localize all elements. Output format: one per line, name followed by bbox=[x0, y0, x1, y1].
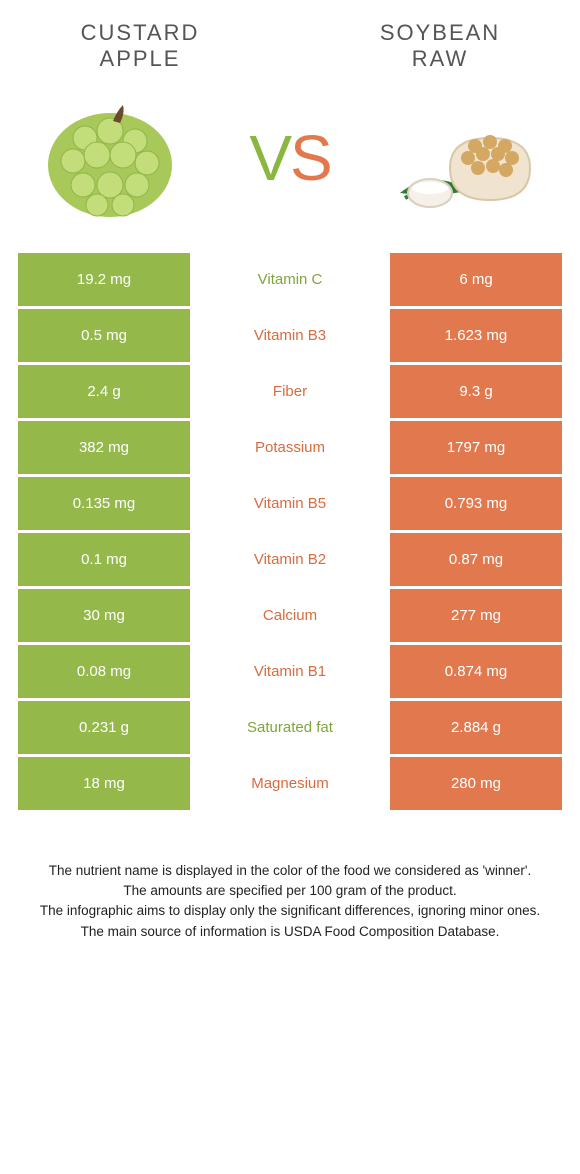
cell-right: 6 mg bbox=[390, 253, 562, 306]
cell-right: 1.623 mg bbox=[390, 309, 562, 362]
table-row: 0.1 mgVitamin B20.87 mg bbox=[18, 533, 562, 586]
table-row: 0.135 mgVitamin B50.793 mg bbox=[18, 477, 562, 530]
footer: The nutrient name is displayed in the co… bbox=[0, 813, 580, 962]
cell-left: 18 mg bbox=[18, 757, 190, 810]
comparison-table: 19.2 mgVitamin C6 mg0.5 mgVitamin B31.62… bbox=[18, 253, 562, 810]
cell-left: 0.231 g bbox=[18, 701, 190, 754]
table-row: 18 mgMagnesium280 mg bbox=[18, 757, 562, 810]
table-row: 0.08 mgVitamin B10.874 mg bbox=[18, 645, 562, 698]
cell-label: Vitamin B1 bbox=[190, 645, 390, 698]
cell-label: Potassium bbox=[190, 421, 390, 474]
table-row: 30 mgCalcium277 mg bbox=[18, 589, 562, 642]
vs-v: V bbox=[249, 122, 290, 194]
title-left-line1: CUSTARD bbox=[81, 20, 200, 45]
cell-right: 0.87 mg bbox=[390, 533, 562, 586]
cell-label: Magnesium bbox=[190, 757, 390, 810]
cell-label: Vitamin B3 bbox=[190, 309, 390, 362]
cell-left: 2.4 g bbox=[18, 365, 190, 418]
cell-label: Fiber bbox=[190, 365, 390, 418]
cell-right: 1797 mg bbox=[390, 421, 562, 474]
cell-left: 0.1 mg bbox=[18, 533, 190, 586]
cell-label: Vitamin C bbox=[190, 253, 390, 306]
cell-label: Saturated fat bbox=[190, 701, 390, 754]
cell-label: Vitamin B5 bbox=[190, 477, 390, 530]
cell-left: 0.5 mg bbox=[18, 309, 190, 362]
soybean-icon bbox=[390, 93, 550, 223]
cell-left: 30 mg bbox=[18, 589, 190, 642]
vs-s: S bbox=[290, 122, 331, 194]
footer-line2: The amounts are specified per 100 gram o… bbox=[30, 881, 550, 901]
table-row: 19.2 mgVitamin C6 mg bbox=[18, 253, 562, 306]
title-right: SOYBEAN RAW bbox=[340, 20, 540, 73]
footer-line4: The main source of information is USDA F… bbox=[30, 922, 550, 942]
table-row: 382 mgPotassium1797 mg bbox=[18, 421, 562, 474]
table-row: 0.231 gSaturated fat2.884 g bbox=[18, 701, 562, 754]
table-row: 2.4 gFiber9.3 g bbox=[18, 365, 562, 418]
cell-right: 9.3 g bbox=[390, 365, 562, 418]
cell-right: 0.793 mg bbox=[390, 477, 562, 530]
footer-line1: The nutrient name is displayed in the co… bbox=[30, 861, 550, 881]
cell-left: 19.2 mg bbox=[18, 253, 190, 306]
cell-left: 0.08 mg bbox=[18, 645, 190, 698]
cell-right: 0.874 mg bbox=[390, 645, 562, 698]
title-right-line1: SOYBEAN bbox=[380, 20, 500, 45]
cell-label: Calcium bbox=[190, 589, 390, 642]
header: CUSTARD APPLE SOYBEAN RAW bbox=[0, 0, 580, 83]
cell-label: Vitamin B2 bbox=[190, 533, 390, 586]
title-right-line2: RAW bbox=[412, 46, 469, 71]
cell-right: 277 mg bbox=[390, 589, 562, 642]
title-left-line2: APPLE bbox=[100, 46, 181, 71]
vs-label: VS bbox=[249, 121, 330, 195]
cell-right: 280 mg bbox=[390, 757, 562, 810]
cell-left: 0.135 mg bbox=[18, 477, 190, 530]
footer-line3: The infographic aims to display only the… bbox=[30, 901, 550, 921]
cell-left: 382 mg bbox=[18, 421, 190, 474]
vs-row: VS bbox=[0, 83, 580, 253]
title-left: CUSTARD APPLE bbox=[40, 20, 240, 73]
custard-apple-icon bbox=[30, 93, 190, 223]
table-row: 0.5 mgVitamin B31.623 mg bbox=[18, 309, 562, 362]
cell-right: 2.884 g bbox=[390, 701, 562, 754]
